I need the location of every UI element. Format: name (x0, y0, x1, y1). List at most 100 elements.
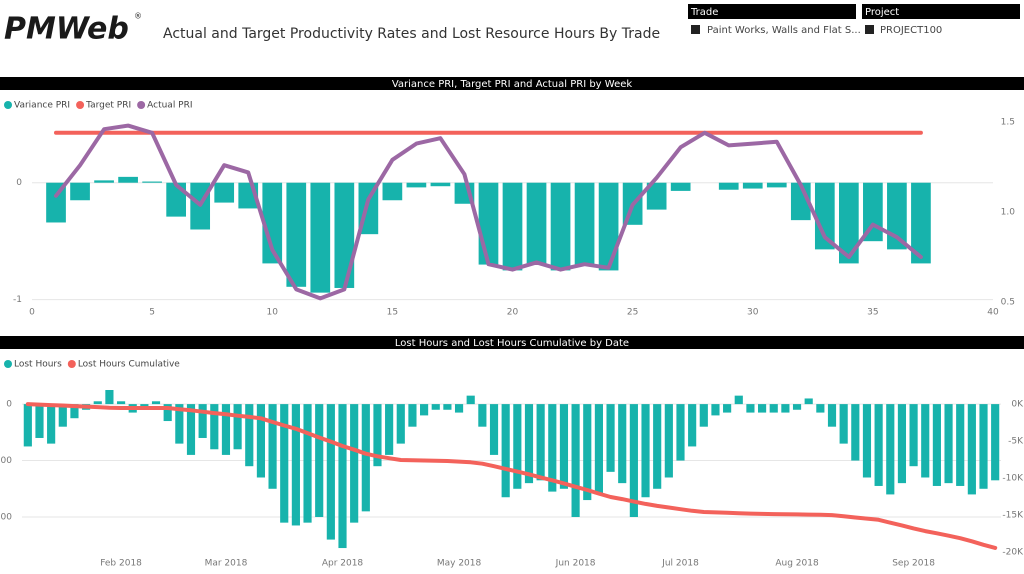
bar (198, 404, 207, 438)
bar (757, 404, 767, 413)
bar (653, 404, 662, 489)
y2-tick-label: -10K (1002, 474, 1024, 484)
bar (606, 404, 615, 472)
chart-title: Variance PRI, Target PRI and Actual PRI … (392, 79, 633, 90)
bar (408, 404, 417, 427)
y2-tick-label: 1.5 (1001, 118, 1015, 128)
bar (478, 182, 499, 265)
bar (911, 182, 931, 264)
slicer-checkbox[interactable] (865, 25, 874, 34)
bar (956, 404, 965, 486)
bar (742, 182, 763, 189)
slicer-title: Trade (690, 7, 718, 18)
bar (186, 404, 196, 455)
bar (944, 404, 953, 484)
bar (629, 404, 638, 518)
x-tick-label: May 2018 (437, 559, 482, 569)
bar (816, 404, 825, 413)
bar (618, 404, 627, 484)
bar (221, 404, 231, 455)
bar (513, 404, 522, 489)
bar (909, 404, 918, 467)
slicer-item[interactable]: PROJECT100 (880, 25, 942, 36)
bar (142, 181, 162, 183)
bar (210, 404, 219, 450)
bar (310, 182, 331, 293)
bar (454, 404, 464, 413)
bar (550, 182, 571, 271)
bar (932, 404, 941, 486)
bar (646, 182, 667, 210)
bar (286, 182, 307, 287)
bar (214, 182, 235, 203)
bar (70, 182, 90, 201)
bar (746, 404, 755, 413)
bar (699, 404, 708, 427)
legend-swatch (67, 360, 76, 368)
bar (245, 404, 254, 467)
x-tick-label: Jul 2018 (661, 559, 699, 569)
y2-tick-label: -5K (1008, 437, 1024, 447)
bar (827, 404, 837, 427)
bar (303, 404, 312, 523)
x-tick-label: 20 (507, 308, 519, 318)
bar (47, 404, 56, 444)
bar (711, 404, 720, 416)
bar (838, 182, 859, 264)
bar (571, 404, 580, 518)
bar (921, 404, 930, 478)
bar (991, 404, 1000, 481)
slicer-checkbox[interactable] (691, 25, 700, 34)
bar (874, 404, 883, 486)
logo: PMWeb (4, 12, 129, 47)
x-tick-label: 5 (149, 308, 155, 318)
bar (70, 404, 79, 419)
bar (166, 182, 187, 217)
bar (594, 404, 603, 495)
bar (350, 404, 359, 523)
bar (718, 182, 739, 190)
bar (163, 404, 172, 422)
y-tick-label: 0 (16, 178, 22, 188)
bar (326, 404, 335, 540)
bar (151, 401, 161, 405)
y2-tick-label: -20K (1002, 548, 1024, 558)
bar (766, 182, 787, 188)
bar (334, 182, 355, 288)
y2-tick-label: 0.5 (1001, 298, 1015, 308)
bar (291, 404, 300, 526)
y2-tick-label: 1.0 (1001, 208, 1016, 218)
bar (280, 404, 289, 523)
legend-label: Variance PRI (14, 101, 70, 111)
x-tick-label: Aug 2018 (775, 559, 819, 569)
bar (116, 401, 126, 405)
bar (536, 404, 545, 481)
slicer-header (688, 4, 856, 19)
y-tick-label: -1 (13, 295, 22, 305)
bar (734, 395, 743, 405)
bar (583, 404, 592, 501)
line (25, 402, 998, 550)
bar (58, 404, 67, 427)
legend-label: Target PRI (85, 101, 131, 111)
chart-title: Lost Hours and Lost Hours Cumulative by … (395, 338, 629, 349)
bar (268, 404, 277, 489)
bar (385, 404, 394, 455)
legend-swatch (4, 360, 12, 368)
bar (233, 404, 242, 450)
slicer-item[interactable]: Paint Works, Walls and Flat S... (707, 25, 861, 36)
bar (118, 176, 138, 183)
x-tick-label: 25 (627, 308, 638, 318)
x-tick-label: 30 (747, 308, 759, 318)
bar (851, 404, 860, 461)
bar (420, 404, 429, 416)
legend-swatch (137, 101, 146, 109)
x-tick-label: Apr 2018 (322, 559, 364, 569)
bar (361, 404, 370, 512)
x-tick-label: 0 (29, 308, 35, 318)
bar (897, 404, 907, 484)
bar (489, 404, 499, 455)
